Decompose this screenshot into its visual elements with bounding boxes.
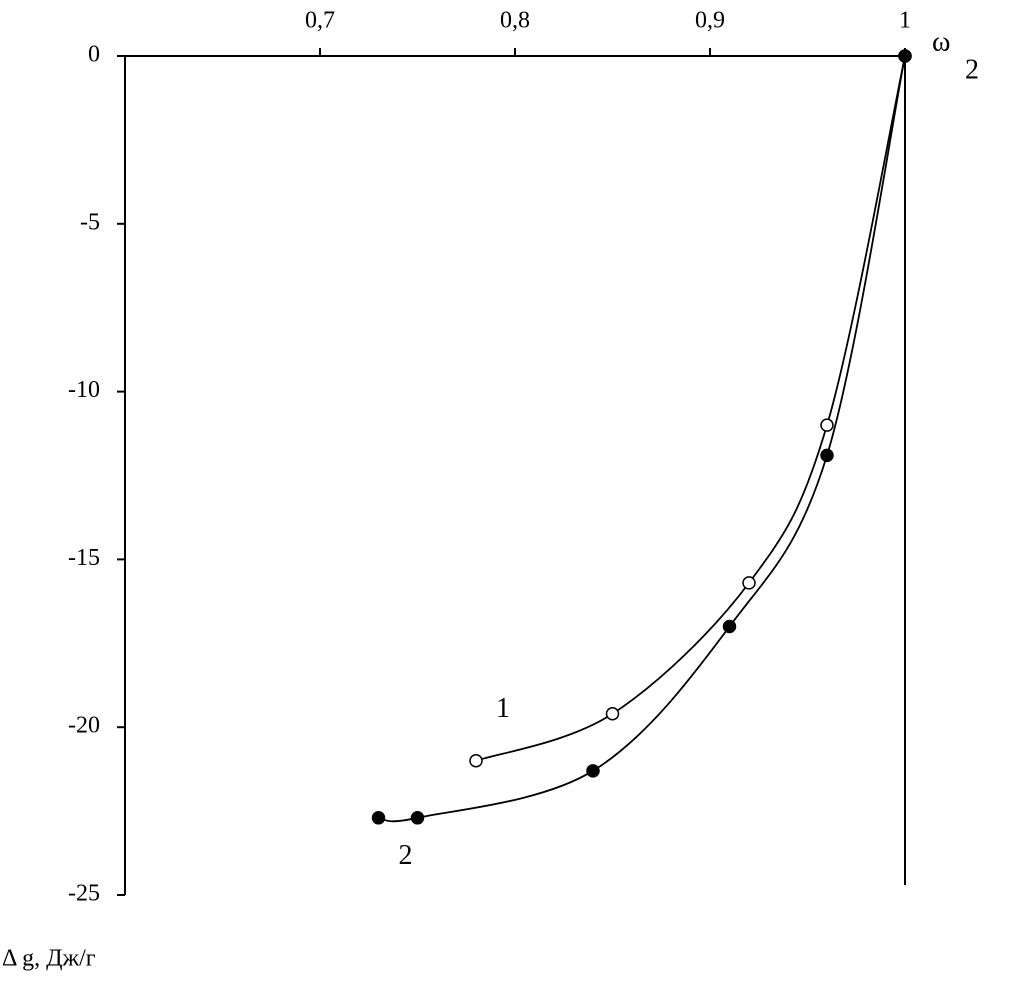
data-point [586, 764, 600, 778]
x-tick-label: 0,9 [695, 8, 725, 34]
data-point [820, 418, 834, 432]
series-label: 2 [399, 840, 413, 871]
series-line [475, 55, 906, 762]
y-tick-label: -10 [68, 377, 100, 403]
y-tick-label: -25 [68, 881, 100, 907]
y-tick-label: -15 [68, 545, 100, 571]
series-line [378, 55, 906, 823]
y-tick-label: 0 [88, 42, 100, 68]
x-tick-label: 1 [899, 8, 911, 34]
data-point [410, 811, 425, 825]
data-point [605, 707, 620, 721]
data-point [722, 619, 737, 634]
y-tick-label: -20 [68, 713, 100, 739]
x-tick-label: 0,8 [500, 8, 530, 34]
y-axis-label: Δ g, Дж/г [2, 946, 96, 972]
y-tick-label: -5 [80, 209, 100, 235]
data-point [898, 49, 912, 63]
x-axis-label: ω [932, 26, 950, 57]
data-point [820, 448, 834, 463]
series-label: 1 [496, 693, 510, 724]
x-axis-label-sub: 2 [965, 54, 979, 85]
x-tick-label: 0,7 [305, 8, 335, 34]
data-point [742, 576, 756, 590]
data-point [469, 754, 483, 768]
data-point [371, 811, 386, 825]
